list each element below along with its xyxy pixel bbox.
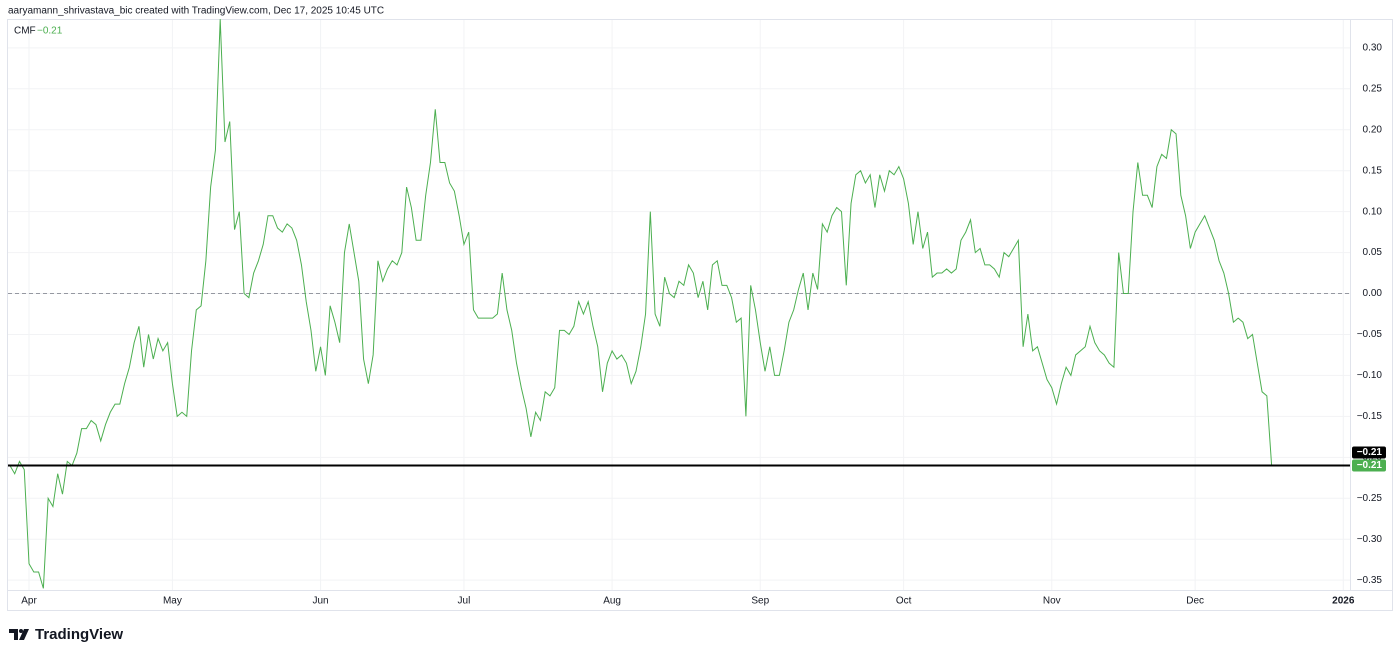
x-tick-label: Apr <box>21 596 37 607</box>
x-tick-label: Jul <box>458 596 471 607</box>
x-tick-label: Jun <box>312 596 328 607</box>
y-tick-label: 0.05 <box>1363 247 1383 258</box>
value-tag-label: −0.21 <box>1357 460 1383 471</box>
x-tick-label: Sep <box>751 596 769 607</box>
y-tick-label: 0.10 <box>1363 206 1383 217</box>
frame <box>7 19 1393 611</box>
y-tick-label: 0.15 <box>1363 165 1383 176</box>
x-tick-label: Nov <box>1043 596 1061 607</box>
logo: TradingView <box>9 626 123 643</box>
logo-text: TradingView <box>35 626 123 643</box>
logo-icon <box>19 629 23 633</box>
y-tick-label: −0.05 <box>1357 329 1383 340</box>
level-tag <box>1352 446 1386 459</box>
header: aaryamann_shrivastava_bic created with T… <box>8 6 384 17</box>
x-tick-label: Dec <box>1186 596 1204 607</box>
x-tick-label: Aug <box>603 596 621 607</box>
x-tick-label: May <box>163 596 182 607</box>
y-tick-label: 0.25 <box>1363 83 1383 94</box>
logo-icon <box>9 629 18 640</box>
legend-value: −0.21 <box>37 26 63 37</box>
y-tick-label: 0.30 <box>1363 42 1383 53</box>
x-tick-label: 2026 <box>1332 596 1355 607</box>
plot <box>8 19 1350 589</box>
y-tick-label: 0.00 <box>1363 288 1383 299</box>
x-tick-label: Oct <box>896 596 912 607</box>
cmf-line <box>9 19 1273 589</box>
y-tick-label: 0.20 <box>1363 124 1383 135</box>
level-tag-label: −0.21 <box>1357 447 1383 458</box>
y-tick-label: −0.10 <box>1357 370 1383 381</box>
logo-icon <box>19 629 29 640</box>
legend-name: CMF <box>14 26 36 37</box>
y-tick-label: −0.30 <box>1357 534 1383 545</box>
value-tag <box>1352 459 1386 472</box>
y-tick-label: −0.25 <box>1357 493 1383 504</box>
y-tick-label: −0.15 <box>1357 411 1383 422</box>
y-tick-label: −0.35 <box>1357 575 1383 586</box>
